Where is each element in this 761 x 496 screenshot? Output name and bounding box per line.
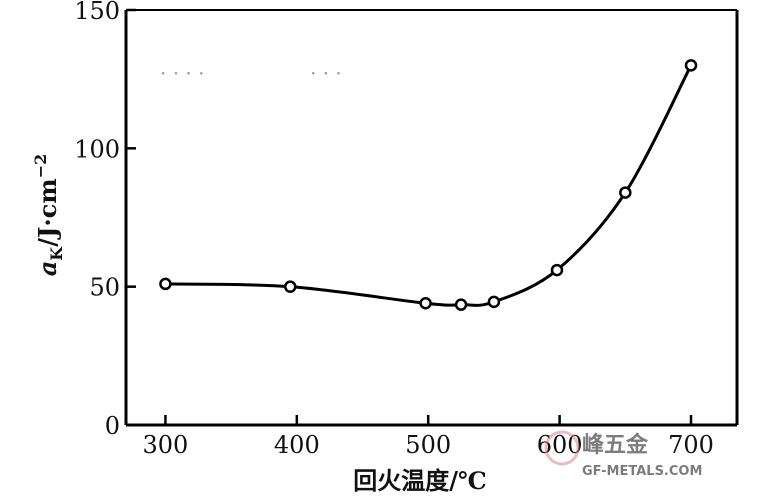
data-point [550,263,564,277]
data-point [487,295,501,309]
y-tick-label: 100 [74,135,120,163]
x-tick-label: 600 [537,431,583,459]
y-axis-title: aK/J·cm−2 [31,154,66,277]
data-point [283,280,297,293]
y-axis-title-main: a [33,261,62,277]
y-axis-title-unit: /J·cm [33,178,62,246]
y-axis-title-sup: −2 [31,154,50,179]
y-axis-title-sub: K [47,246,66,261]
y-axis-ticks: 0 50 100 150 [74,0,136,440]
faint-text-2: · · · [310,61,342,85]
x-axis-ticks: 300 400 500 600 700 [143,415,714,459]
y-tick-label: 0 [105,412,120,440]
data-point [619,186,632,199]
data-point [419,297,432,310]
series-line [165,64,693,307]
data-point [684,59,698,72]
data-point [159,277,172,291]
x-tick-label: 400 [274,431,320,459]
data-markers [159,59,698,311]
x-tick-label: 500 [405,431,451,459]
plot-frame [124,9,739,427]
data-point [454,298,468,311]
x-axis-title: 回火温度/℃ [353,466,487,495]
faint-text-1: · · · · [160,61,205,85]
x-tick-label: 300 [143,431,189,459]
watermark-globe-icon [544,430,580,466]
watermark-en: GF-METALS.COM [582,464,702,479]
x-tick-label: 700 [668,431,714,459]
background-noise: · · · · · · · [160,61,342,85]
y-tick-label: 150 [74,0,120,25]
watermark-logo: 峰五金 GF-METALS.COM [544,430,702,479]
watermark-cn: 峰五金 [582,432,649,458]
y-tick-label: 50 [89,274,120,302]
